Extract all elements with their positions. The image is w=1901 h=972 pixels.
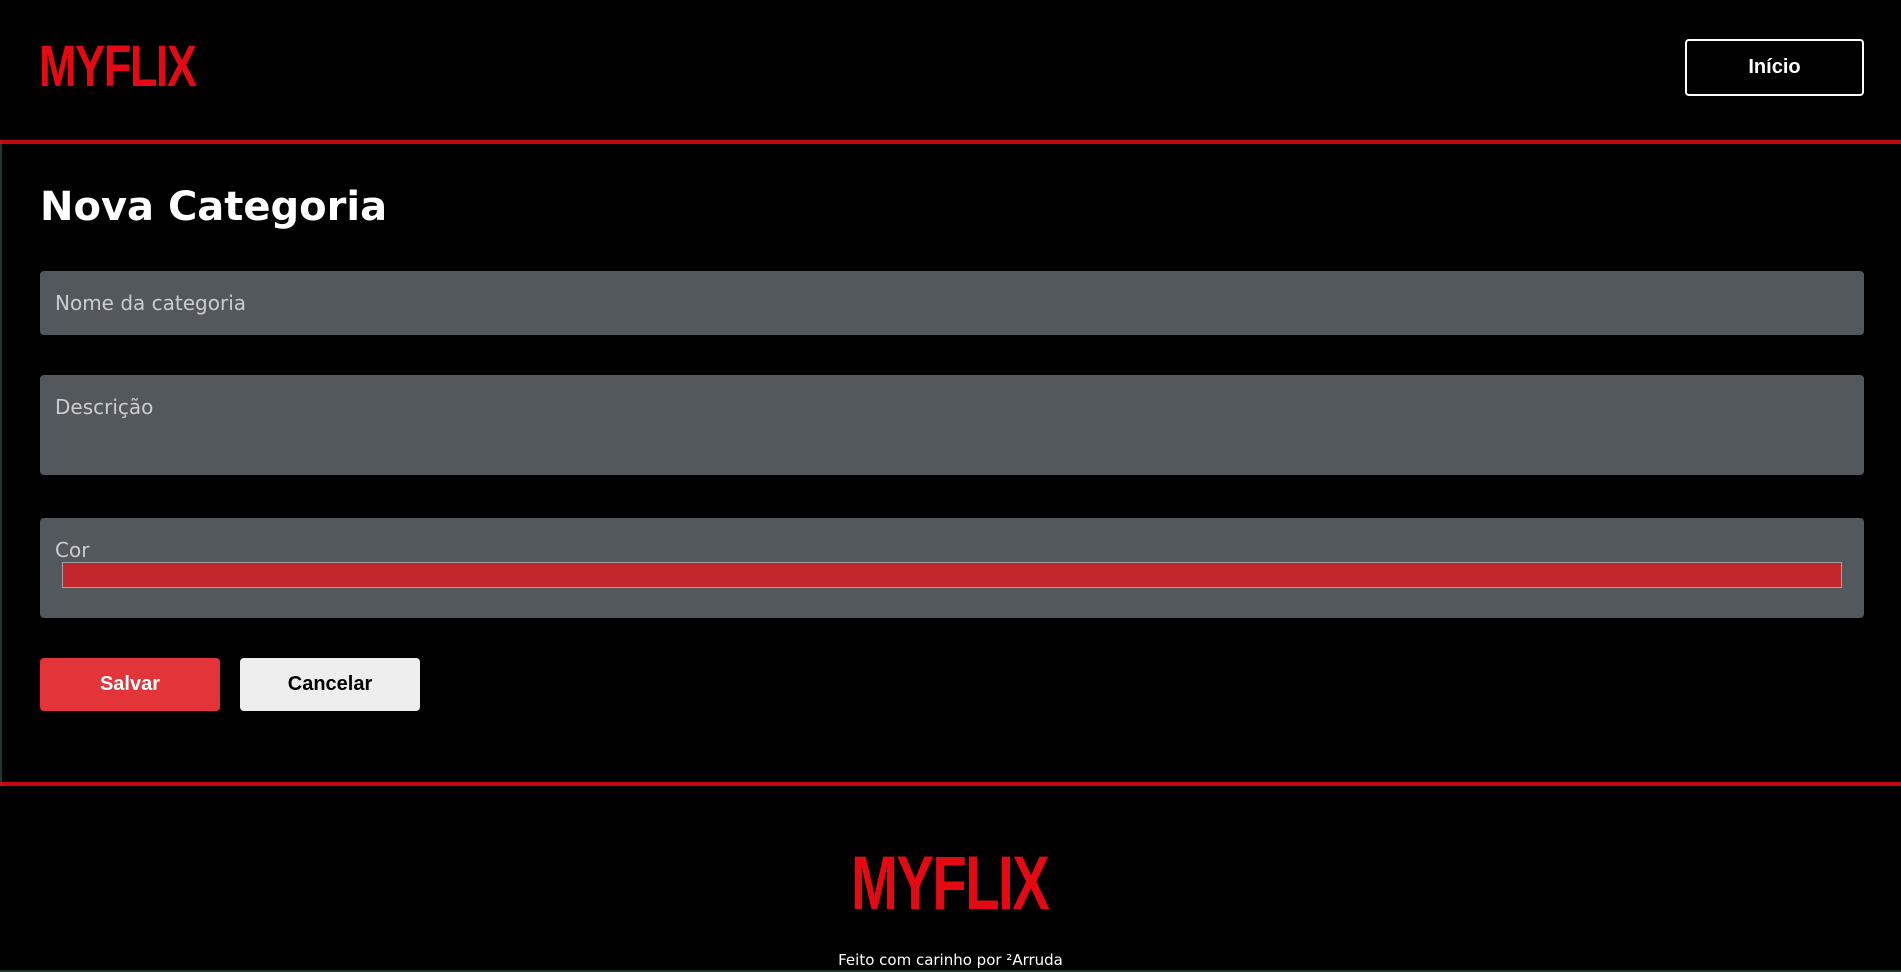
cancel-button[interactable]: Cancelar: [240, 658, 420, 711]
category-name-label: Nome da categoria: [55, 291, 247, 315]
description-label: Descrição: [55, 395, 154, 419]
footer-myflix-logo[interactable]: MYFLIX: [851, 841, 1050, 926]
myflix-logo[interactable]: MYFLIX: [39, 34, 197, 99]
color-picker-input[interactable]: [62, 562, 1842, 588]
footer-divider: [0, 782, 1901, 786]
window-border-bottom: [0, 970, 1901, 972]
description-field[interactable]: Descrição: [40, 375, 1864, 475]
footer: MYFLIX Feito com carinho por ²Arruda: [0, 786, 1901, 972]
home-button[interactable]: Início: [1685, 39, 1864, 96]
top-navbar: MYFLIX Início: [0, 0, 1901, 140]
footer-credit: Feito com carinho por ²Arruda: [838, 951, 1063, 969]
save-button[interactable]: Salvar: [40, 658, 220, 711]
color-label: Cor: [55, 538, 90, 562]
category-name-field[interactable]: Nome da categoria: [40, 271, 1864, 335]
header-divider: [0, 140, 1901, 144]
window-border-left: [0, 0, 2, 972]
page-title: Nova Categoria: [40, 184, 388, 230]
color-field: Cor: [40, 518, 1864, 618]
